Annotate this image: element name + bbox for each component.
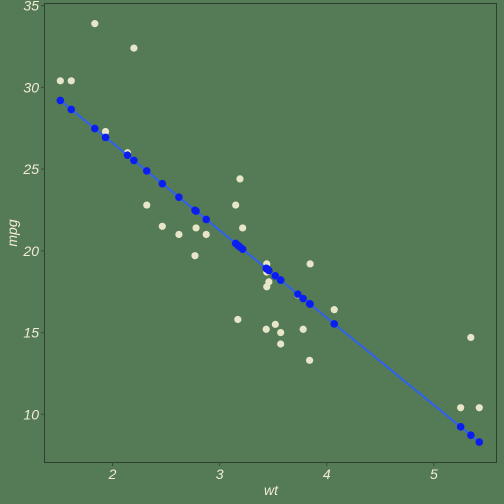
observed-point <box>236 175 244 183</box>
observed-point <box>158 222 166 230</box>
observed-point <box>306 260 314 268</box>
fitted-point <box>330 320 339 328</box>
x-axis-title: wt <box>264 482 279 498</box>
y-tick-label: 30 <box>23 79 39 95</box>
x-tick-label: 2 <box>108 466 117 482</box>
observed-point <box>330 306 338 314</box>
fitted-point <box>271 272 280 280</box>
observed-point <box>239 224 247 232</box>
observed-point <box>299 325 307 333</box>
observed-point <box>192 224 200 232</box>
y-tick-label: 20 <box>22 243 39 259</box>
fitted-point <box>67 105 76 114</box>
observed-point <box>101 127 110 136</box>
observed-point <box>271 320 279 328</box>
y-tick-label: 35 <box>23 0 39 14</box>
observed-point <box>130 44 138 52</box>
y-tick-label: 10 <box>23 406 39 422</box>
observed-point <box>467 333 475 342</box>
fitted-point <box>91 124 99 133</box>
observed-point <box>232 201 240 209</box>
fitted-point <box>175 193 183 202</box>
fitted-point <box>202 215 211 224</box>
fitted-point <box>299 294 307 303</box>
fitted-point <box>467 431 475 439</box>
y-tick-label: 15 <box>23 325 39 341</box>
fitted-point <box>130 156 138 165</box>
fitted-point <box>276 276 285 284</box>
y-tick-label: 25 <box>22 161 39 177</box>
observed-point <box>191 252 199 260</box>
fitted-point <box>123 151 132 159</box>
observed-point <box>457 404 465 412</box>
fitted-point <box>456 423 465 431</box>
observed-point <box>475 404 483 412</box>
fitted-point <box>262 264 271 273</box>
observed-point <box>175 230 183 239</box>
observed-point <box>263 283 271 291</box>
observed-point <box>56 77 64 85</box>
fitted-point <box>101 133 110 142</box>
fitted-point <box>294 290 302 298</box>
y-axis: 10 15 20 25 30 35 <box>22 0 45 422</box>
plot-panel <box>44 3 497 463</box>
fitted-points <box>56 96 484 446</box>
fitted-point <box>192 207 200 215</box>
fitted-point <box>158 179 167 188</box>
observed-point <box>234 315 242 324</box>
observed-points <box>56 20 483 412</box>
observed-point <box>306 356 314 364</box>
observed-point <box>91 20 99 28</box>
observed-point <box>262 325 270 333</box>
x-tick-label: 5 <box>430 466 438 482</box>
fitted-point <box>234 241 242 250</box>
fitted-point <box>142 167 151 175</box>
x-axis: 2 3 4 5 <box>108 462 438 482</box>
observed-point <box>143 201 151 209</box>
fitted-point <box>475 438 484 446</box>
y-axis-title: mpg <box>4 219 20 246</box>
fitted-point <box>56 96 65 105</box>
observed-point <box>67 77 75 85</box>
observed-point <box>277 328 285 337</box>
observed-point <box>277 340 285 348</box>
fitted-point <box>306 300 314 308</box>
x-tick-label: 3 <box>216 466 224 482</box>
x-tick-label: 4 <box>323 466 331 482</box>
observed-point <box>202 230 210 239</box>
